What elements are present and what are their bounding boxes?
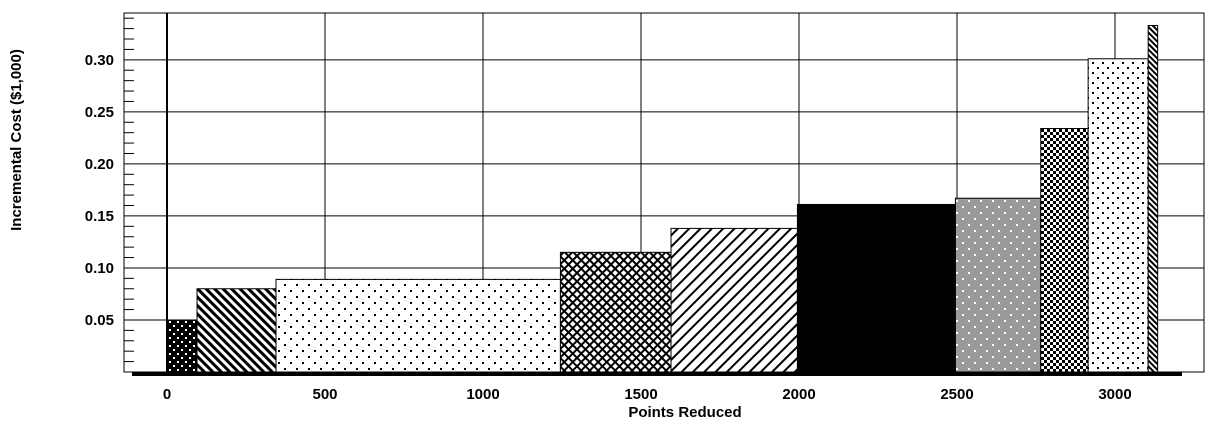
bar-5 bbox=[670, 227, 798, 373]
y-tick-label: 0.20 bbox=[85, 156, 114, 173]
y-tick-label: 0.10 bbox=[85, 260, 114, 277]
y-tick-label: 0.30 bbox=[85, 52, 114, 69]
axes bbox=[124, 17, 1182, 376]
bars bbox=[166, 24, 1159, 373]
bar-8 bbox=[1040, 128, 1089, 373]
bar-9 bbox=[1087, 58, 1149, 373]
x-tick-label: 500 bbox=[312, 386, 337, 403]
bar-2 bbox=[196, 288, 277, 373]
x-tick-label: 0 bbox=[163, 386, 171, 403]
x-tick-label: 1500 bbox=[624, 386, 657, 403]
x-tick-label: 2000 bbox=[782, 386, 815, 403]
bar-7 bbox=[954, 197, 1042, 373]
x-tick-label: 2500 bbox=[940, 386, 973, 403]
y-axis-title: Incremental Cost ($1,000) bbox=[8, 49, 25, 231]
x-axis-title: Points Reduced bbox=[628, 404, 741, 421]
y-tick-label: 0.15 bbox=[85, 208, 114, 225]
bar-6 bbox=[796, 203, 956, 373]
bar-10 bbox=[1147, 24, 1159, 373]
y-tick-label: 0.25 bbox=[85, 104, 114, 121]
bar-1 bbox=[166, 319, 198, 373]
x-tick-label: 1000 bbox=[466, 386, 499, 403]
y-tick-label: 0.05 bbox=[85, 312, 114, 329]
bar-3 bbox=[275, 278, 561, 373]
x-tick-label: 3000 bbox=[1098, 386, 1131, 403]
tick-labels: 0 500 1000 1500 2000 2500 3000 0.05 0.10 0.15 0.20… bbox=[85, 52, 1132, 403]
bar-4 bbox=[559, 251, 672, 373]
